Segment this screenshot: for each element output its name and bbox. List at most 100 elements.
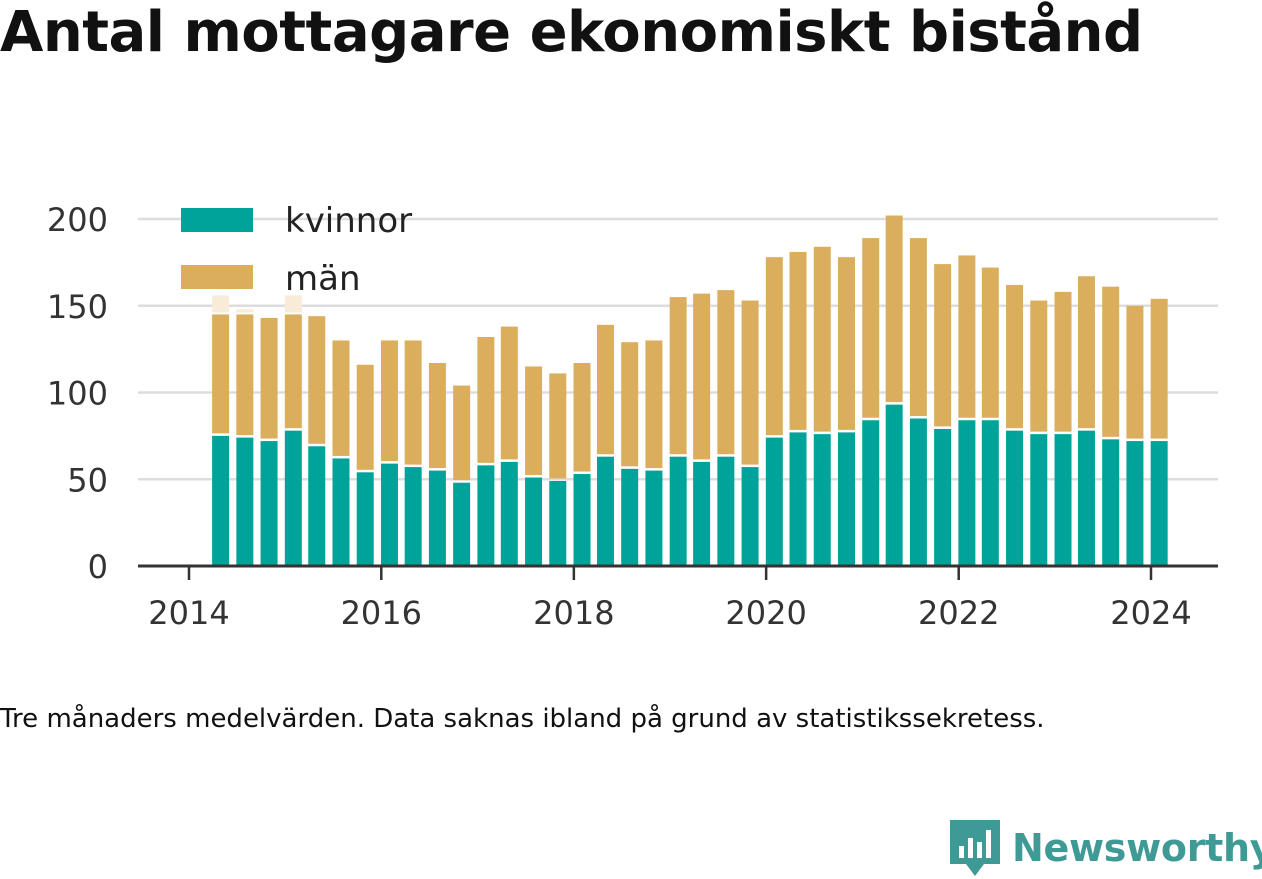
x-tick-label: 2014 [148,594,229,632]
bar-man [789,251,807,430]
bar-man [958,255,976,418]
bar-man [1030,300,1048,432]
bar-man [1102,286,1120,437]
bar-man [380,340,398,462]
bar-kvinnor [356,472,374,566]
bar-kvinnor [1006,430,1024,566]
bar-kvinnor [813,434,831,566]
x-tick-label: 2016 [341,594,422,632]
y-tick-label: 150 [47,288,108,326]
chart-title: Antal mottagare ekonomiskt bistånd [0,0,1143,65]
bar-kvinnor [1126,441,1144,566]
bar-man [549,373,567,479]
y-tick-label: 100 [47,375,108,413]
bar-kvinnor [981,420,999,566]
y-tick-label: 200 [47,201,108,239]
bar-chart-flag-icon [950,820,1000,876]
bar-man [885,215,903,403]
bar-man [669,297,687,455]
chart-caption: Tre månaders medelvärden. Data saknas ib… [0,704,1045,734]
bar-kvinnor [765,437,783,566]
bar-man [1077,276,1095,429]
legend-swatch-kvinnor [181,208,253,232]
bar-kvinnor [332,458,350,566]
bar-kvinnor [284,430,302,566]
bar-man [404,340,422,465]
bar-kvinnor [260,441,278,566]
bar-kvinnor [380,463,398,566]
bar-kvinnor [934,428,952,566]
bar-kvinnor [428,470,446,566]
bar-man [428,363,446,469]
bar-man [621,342,639,467]
x-tick-label: 2018 [533,594,614,632]
bar-kvinnor [909,418,927,566]
stacked-bar-chart: 0 50 100 150 200 2014 2016 2018 2020 2022 2024 kvi… [47,201,1218,632]
bar-man [645,340,663,469]
bar-man [837,257,855,430]
bar-kvinnor [958,420,976,566]
bar-man [356,364,374,470]
bar-kvinnor [500,461,518,566]
bar-kvinnor [862,420,880,566]
bar-kvinnor [404,467,422,566]
bar-kvinnor [621,468,639,566]
bar-kvinnor [477,465,495,566]
bar-man [717,290,735,455]
bar-kvinnor [789,432,807,566]
x-tick-label: 2022 [918,594,999,632]
bar-kvinnor [717,456,735,566]
bar-man-faded [284,295,302,313]
bars [212,215,1168,566]
bar-kvinnor [573,474,591,566]
bar-kvinnor [669,456,687,566]
bar-kvinnor [885,404,903,566]
brand-logo: Newsworthy [950,820,1262,876]
bar-kvinnor [741,467,759,566]
y-tick-label: 0 [88,548,108,586]
bar-man [862,238,880,418]
bar-man [1006,284,1024,429]
bar-kvinnor [1077,430,1095,566]
bar-man [477,336,495,463]
bar-man [1126,305,1144,439]
bar-kvinnor [1102,439,1120,566]
axes: 0 50 100 150 200 2014 2016 2018 2020 2022 2024 [47,201,1218,632]
bar-kvinnor [1054,434,1072,566]
legend: kvinnor män [181,201,412,299]
bar-man [1054,291,1072,432]
bar-man [525,366,543,476]
bar-man [741,300,759,465]
bar-man [981,267,999,418]
bar-man-faded [212,295,230,313]
bar-man [332,340,350,456]
bar-man [909,238,927,417]
bar-man [260,317,278,439]
bar-kvinnor [549,480,567,566]
bar-kvinnor [1150,441,1168,566]
bar-kvinnor [308,446,326,566]
bar-man [934,264,952,427]
bar-kvinnor [645,470,663,566]
bar-man [573,363,591,472]
bar-kvinnor [453,482,471,566]
bar-man [308,316,326,444]
x-tick-label: 2024 [1110,594,1191,632]
x-tick-label: 2020 [725,594,806,632]
bar-kvinnor [1030,434,1048,566]
brand-name: Newsworthy [1012,826,1262,870]
legend-label-man: män [285,259,361,299]
bar-man [284,314,302,429]
bar-kvinnor [596,456,614,566]
bar-kvinnor [236,437,254,566]
bar-kvinnor [837,432,855,566]
bar-man [500,326,518,460]
bar-kvinnor [693,461,711,566]
legend-swatch-man [181,265,253,289]
bar-kvinnor [525,477,543,566]
bar-man [212,314,230,434]
bar-man [1150,298,1168,439]
bar-man [765,257,783,436]
bar-kvinnor [212,435,230,566]
bar-man [693,293,711,460]
